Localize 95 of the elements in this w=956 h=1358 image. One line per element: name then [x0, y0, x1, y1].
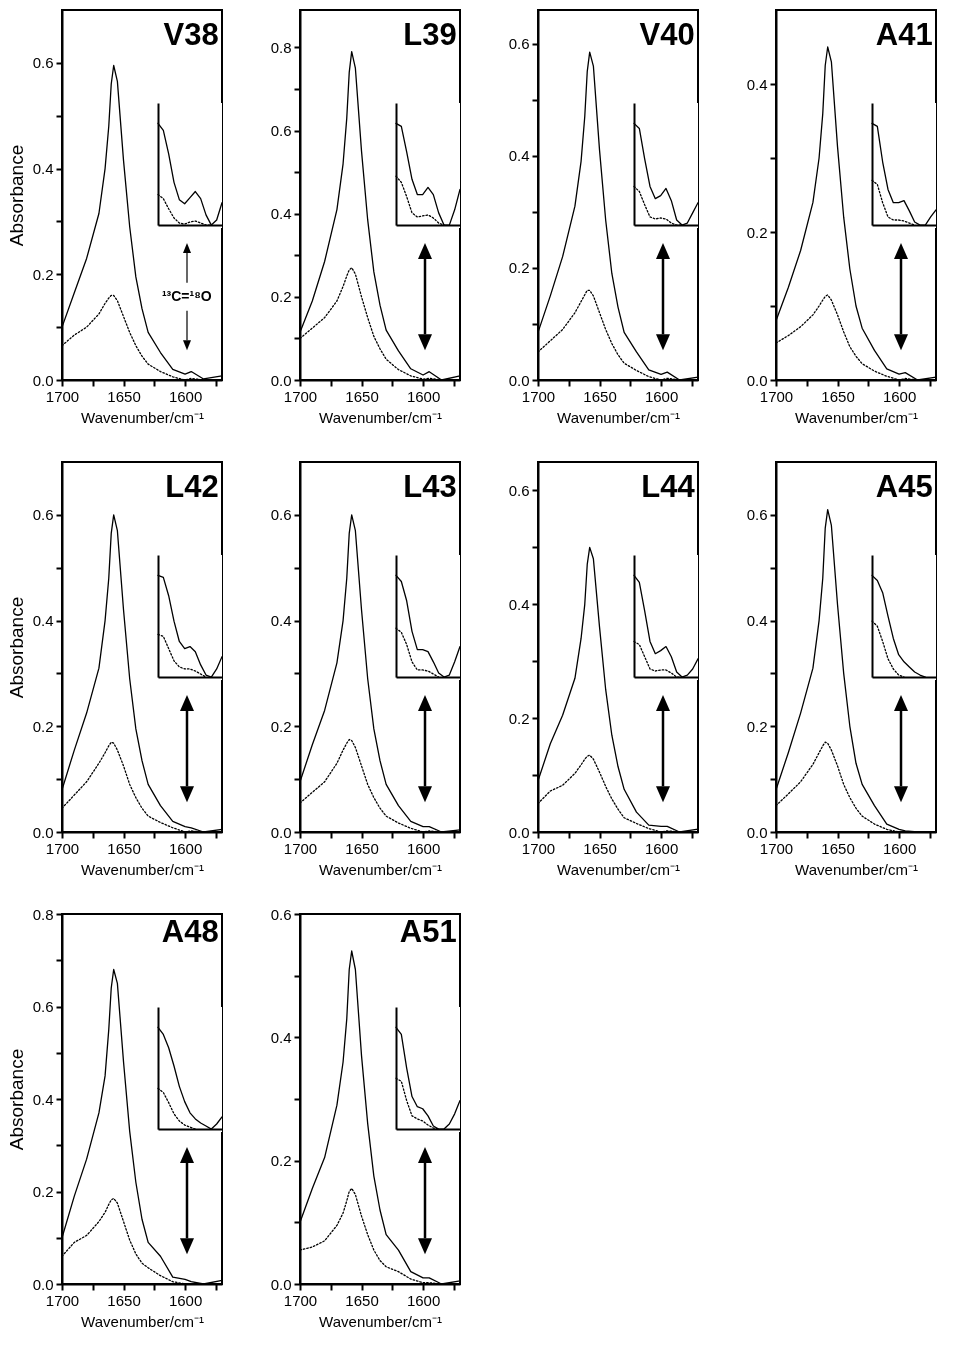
x-tick-label: 1600 — [406, 839, 441, 857]
x-axis-title: Wavenumber/cm⁻¹ — [795, 860, 918, 878]
x-tick-label: 1650 — [821, 839, 855, 857]
y-tick-label: 0.6 — [32, 506, 54, 524]
y-tick-label: 0.2 — [270, 1152, 292, 1170]
x-tick-label: 1600 — [168, 387, 203, 405]
y-tick-label: 0.2 — [508, 709, 530, 727]
x-tick-label: 1650 — [345, 387, 379, 405]
y-tick-label: 0.6 — [508, 481, 530, 499]
x-axis-title: Wavenumber/cm⁻¹ — [795, 408, 918, 426]
x-tick-label: 1650 — [345, 1291, 379, 1309]
x-axis-title: Wavenumber/cm⁻¹ — [81, 1312, 204, 1330]
y-tick-label: 0.8 — [270, 38, 292, 56]
y-tick-label: 0.0 — [270, 371, 292, 389]
y-tick-label: 0.6 — [746, 506, 768, 524]
chart-title: L44 — [641, 469, 696, 504]
x-tick-label: 1600 — [644, 839, 679, 857]
y-tick-label: 0.2 — [746, 717, 768, 735]
y-tick-label: 0.6 — [270, 506, 292, 524]
y-tick-label: 0.4 — [32, 1090, 54, 1108]
y-tick-label: 0.0 — [32, 823, 54, 841]
x-tick-label: 1650 — [821, 387, 855, 405]
y-tick-label: 0.2 — [32, 1183, 54, 1200]
chart-title: V38 — [163, 17, 219, 52]
chart-title: A48 — [161, 914, 219, 949]
x-tick-label: 1650 — [345, 839, 379, 857]
chart-title: L42 — [165, 469, 219, 504]
y-tick-label: 0.4 — [270, 1028, 292, 1046]
y-axis-title: Absorbance — [5, 596, 27, 699]
x-axis-title: Wavenumber/cm⁻¹ — [319, 860, 442, 878]
annotation: ¹³C=¹⁸O — [161, 287, 212, 304]
y-tick-label: 0.0 — [32, 1275, 54, 1293]
y-tick-label: 0.4 — [746, 612, 768, 630]
x-tick-label: 1650 — [107, 1291, 141, 1309]
x-axis-title: Wavenumber/cm⁻¹ — [557, 408, 680, 426]
x-tick-label: 1700 — [283, 839, 318, 857]
x-axis-title: Wavenumber/cm⁻¹ — [81, 408, 204, 426]
y-tick-label: 0.6 — [32, 998, 54, 1015]
x-tick-label: 1600 — [882, 839, 917, 857]
y-tick-label: 0.6 — [270, 122, 292, 140]
y-tick-label: 0.4 — [270, 205, 292, 223]
x-tick-label: 1600 — [644, 387, 679, 405]
x-tick-label: 1700 — [521, 839, 556, 857]
x-tick-label: 1600 — [168, 839, 203, 857]
x-tick-label: 1650 — [583, 387, 617, 405]
y-tick-label: 0.4 — [32, 612, 54, 630]
x-tick-label: 1700 — [283, 1291, 318, 1309]
y-tick-label: 0.8 — [32, 905, 54, 923]
y-tick-label: 0.2 — [32, 265, 54, 283]
y-tick-label: 0.6 — [270, 905, 292, 923]
y-tick-label: 0.4 — [508, 595, 530, 613]
y-tick-label: 0.6 — [32, 54, 54, 72]
y-tick-label: 0.6 — [508, 35, 530, 53]
y-tick-label: 0.2 — [508, 259, 530, 277]
y-axis-title: Absorbance — [5, 1048, 27, 1151]
y-axis-title: Absorbance — [5, 144, 27, 247]
x-axis-title: Wavenumber/cm⁻¹ — [319, 408, 442, 426]
chart-title: V40 — [639, 17, 695, 52]
y-tick-label: 0.0 — [508, 823, 530, 841]
x-tick-label: 1700 — [759, 839, 794, 857]
x-tick-label: 1600 — [168, 1291, 203, 1309]
y-tick-label: 0.4 — [508, 147, 530, 165]
x-tick-label: 1700 — [759, 387, 794, 405]
chart-title: A45 — [875, 469, 933, 504]
y-tick-label: 0.0 — [746, 371, 768, 389]
chart-title: L43 — [403, 469, 457, 504]
y-tick-label: 0.4 — [32, 160, 54, 178]
x-tick-label: 1700 — [45, 839, 80, 857]
y-tick-label: 0.0 — [508, 371, 530, 389]
y-tick-label: 0.0 — [746, 823, 768, 841]
y-tick-label: 0.4 — [270, 612, 292, 630]
chart-title: A51 — [399, 914, 457, 949]
y-tick-label: 0.2 — [270, 288, 292, 306]
y-tick-label: 0.0 — [32, 371, 54, 389]
x-axis-title: Wavenumber/cm⁻¹ — [81, 860, 204, 878]
y-tick-label: 0.2 — [746, 223, 768, 241]
x-axis-title: Wavenumber/cm⁻¹ — [319, 1312, 442, 1330]
chart-title: L39 — [403, 17, 457, 52]
x-tick-label: 1700 — [283, 387, 318, 405]
y-tick-label: 0.2 — [270, 717, 292, 735]
x-tick-label: 1650 — [107, 839, 141, 857]
x-tick-label: 1600 — [882, 387, 917, 405]
x-axis-title: Wavenumber/cm⁻¹ — [557, 860, 680, 878]
chart-title: A41 — [875, 17, 933, 52]
y-tick-label: 0.0 — [270, 823, 292, 841]
x-tick-label: 1600 — [406, 1291, 441, 1309]
y-tick-label: 0.4 — [746, 75, 768, 93]
x-tick-label: 1650 — [107, 387, 141, 405]
x-tick-label: 1700 — [45, 1291, 80, 1309]
x-tick-label: 1600 — [406, 387, 441, 405]
y-tick-label: 0.2 — [32, 717, 54, 735]
x-tick-label: 1700 — [521, 387, 556, 405]
x-tick-label: 1700 — [45, 387, 80, 405]
x-tick-label: 1650 — [583, 839, 617, 857]
y-tick-label: 0.0 — [270, 1275, 292, 1293]
